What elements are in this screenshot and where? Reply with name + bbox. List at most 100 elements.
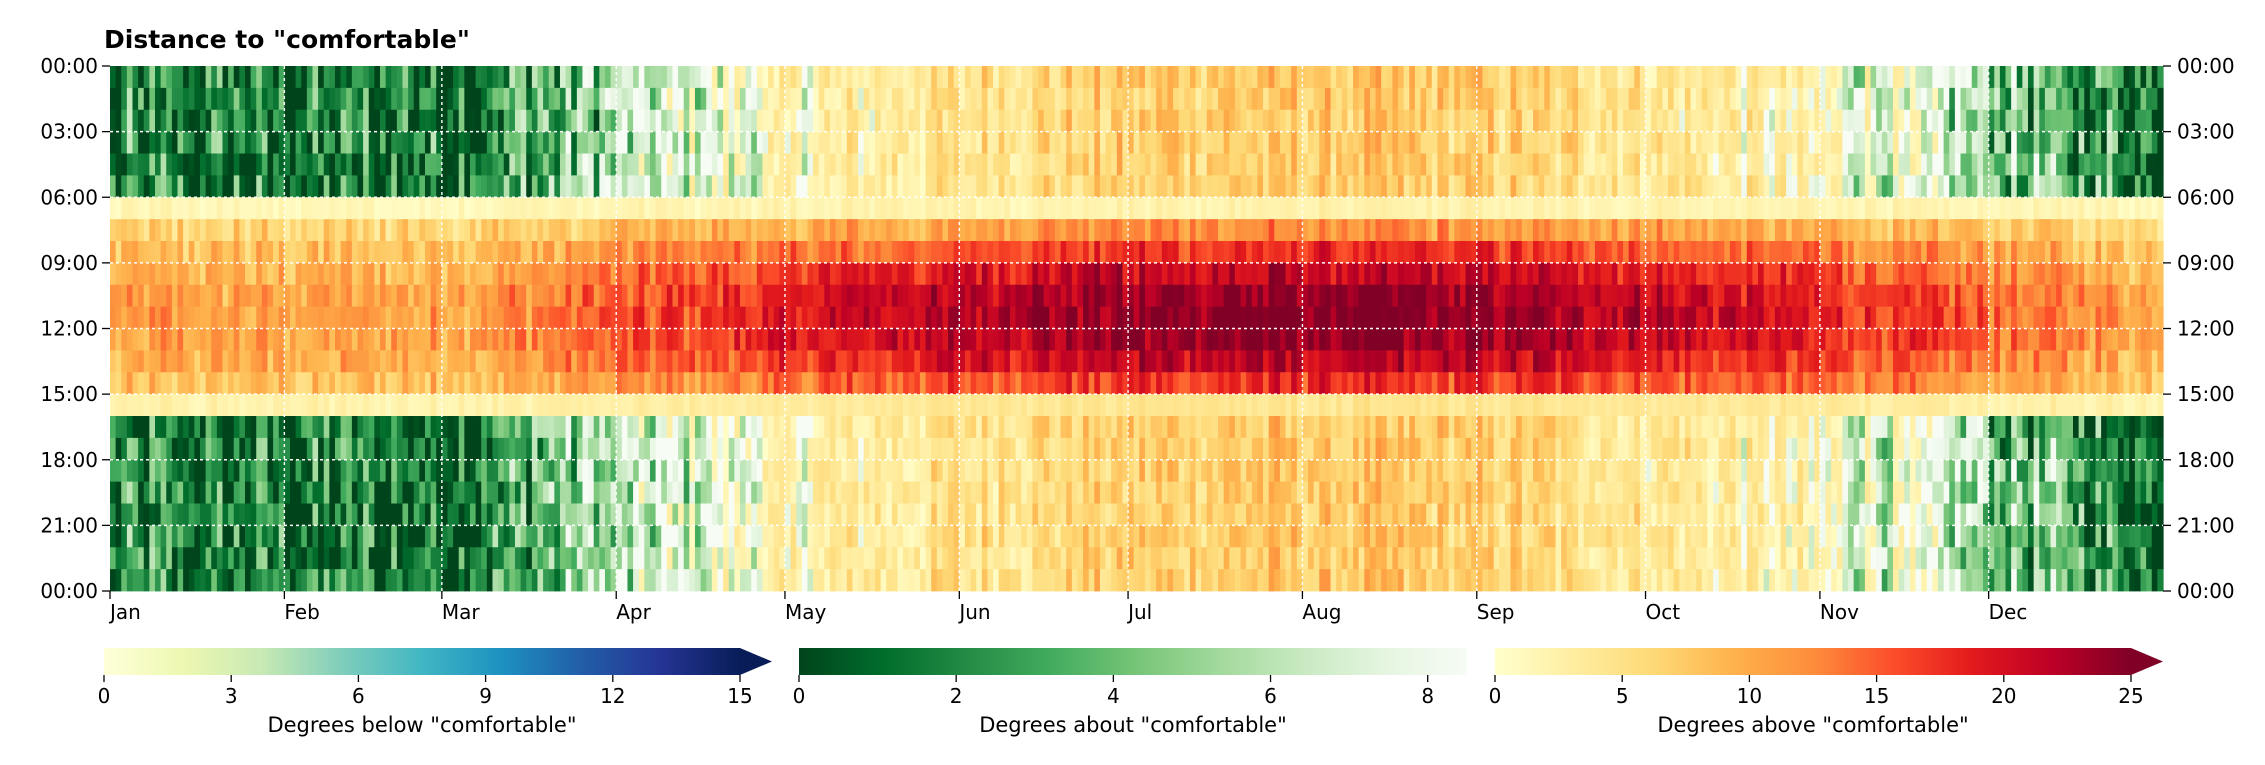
- heatmap-cell: [199, 547, 207, 570]
- heatmap-cell: [655, 481, 662, 504]
- heatmap-cell: [329, 131, 336, 154]
- heatmap-cell: [829, 197, 837, 220]
- heatmap-cell: [931, 306, 938, 329]
- heatmap-cell: [554, 416, 561, 439]
- heatmap-cell: [413, 547, 420, 570]
- heatmap-cell: [824, 394, 831, 417]
- heatmap-cell: [1195, 219, 1202, 242]
- heatmap-cell: [931, 503, 938, 526]
- heatmap-cell: [138, 131, 145, 154]
- heatmap-cell: [1077, 547, 1084, 570]
- heatmap-cell: [554, 197, 561, 220]
- heatmap-cell: [661, 328, 668, 351]
- heatmap-cell: [1223, 197, 1230, 220]
- heatmap-cell: [205, 328, 212, 351]
- heatmap-cell: [773, 87, 780, 111]
- heatmap-cell: [1274, 153, 1281, 176]
- heatmap-cell: [188, 569, 195, 592]
- heatmap-cell: [571, 569, 578, 592]
- heatmap-cell: [424, 262, 432, 286]
- heatmap-cell: [531, 372, 539, 395]
- heatmap-cell: [959, 416, 966, 439]
- heatmap-cell: [458, 416, 465, 439]
- heatmap-cell: [1021, 66, 1028, 89]
- heatmap-cell: [211, 284, 218, 308]
- heatmap-cell: [363, 328, 370, 351]
- heatmap-cell: [1246, 87, 1253, 111]
- heatmap-cell: [548, 109, 555, 133]
- heatmap-cell: [784, 284, 792, 308]
- heatmap-cell: [638, 197, 645, 220]
- heatmap-cell: [115, 503, 122, 526]
- heatmap-cell: [801, 175, 809, 198]
- heatmap-cell: [554, 328, 561, 351]
- heatmap-cell: [610, 241, 617, 264]
- heatmap-cell: [1240, 241, 1247, 264]
- heatmap-cell: [1133, 481, 1140, 504]
- heatmap-cell: [453, 87, 460, 111]
- heatmap-cell: [453, 131, 460, 154]
- heatmap-cell: [1032, 66, 1039, 89]
- heatmap-cell: [627, 284, 634, 308]
- heatmap-cell: [1015, 547, 1022, 570]
- heatmap-cell: [807, 372, 814, 395]
- heatmap-cell: [261, 416, 269, 439]
- heatmap-cell: [818, 109, 825, 133]
- heatmap-cell: [543, 197, 550, 220]
- heatmap-cell: [132, 416, 139, 439]
- heatmap-cell: [503, 569, 510, 592]
- heatmap-cell: [762, 328, 769, 351]
- heatmap-cell: [1251, 197, 1259, 220]
- heatmap-cell: [239, 153, 246, 176]
- heatmap-cell: [155, 87, 162, 111]
- heatmap-cell: [942, 219, 949, 242]
- heatmap-cell: [531, 153, 539, 176]
- heatmap-cell: [846, 284, 854, 308]
- heatmap-cell: [942, 459, 949, 483]
- heatmap-cell: [835, 306, 842, 329]
- heatmap-cell: [458, 197, 465, 220]
- heatmap-cell: [537, 394, 544, 417]
- heatmap-cell: [633, 262, 640, 286]
- heatmap-cell: [447, 481, 454, 504]
- heatmap-cell: [599, 437, 606, 461]
- heatmap-cell: [1218, 175, 1225, 198]
- heatmap-cell: [228, 372, 235, 395]
- heatmap-cell: [1240, 66, 1247, 89]
- heatmap-cell: [700, 197, 707, 220]
- heatmap-cell: [723, 481, 730, 504]
- heatmap-cell: [1128, 131, 1135, 154]
- heatmap-cell: [773, 284, 780, 308]
- heatmap-cell: [987, 394, 994, 417]
- heatmap-cell: [486, 131, 494, 154]
- heatmap-cell: [306, 503, 314, 526]
- heatmap-cell: [278, 416, 285, 439]
- heatmap-cell: [160, 569, 167, 592]
- heatmap-cell: [1116, 416, 1124, 439]
- heatmap-cell: [1088, 153, 1095, 176]
- heatmap-cell: [903, 284, 910, 308]
- heatmap-cell: [138, 87, 145, 111]
- heatmap-cell: [959, 459, 966, 483]
- heatmap-cell: [233, 197, 240, 220]
- heatmap-cell: [228, 416, 235, 439]
- heatmap-cell: [430, 219, 437, 242]
- heatmap-cell: [1066, 262, 1073, 286]
- heatmap-cell: [318, 525, 325, 548]
- heatmap-cell: [1054, 416, 1062, 439]
- heatmap-cell: [537, 219, 544, 242]
- heatmap-cell: [880, 459, 887, 483]
- heatmap-cell: [273, 175, 280, 198]
- heatmap-cell: [250, 372, 257, 395]
- heatmap-cell: [199, 109, 207, 133]
- heatmap-cell: [503, 437, 510, 461]
- heatmap-cell: [1218, 394, 1225, 417]
- heatmap-cell: [211, 153, 218, 176]
- heatmap-cell: [1004, 306, 1011, 329]
- heatmap-cell: [768, 459, 775, 483]
- heatmap-cell: [424, 131, 432, 154]
- heatmap-cell: [1128, 525, 1135, 548]
- heatmap-cell: [1111, 328, 1118, 351]
- heatmap-cell: [1201, 131, 1208, 154]
- heatmap-cell: [194, 131, 201, 154]
